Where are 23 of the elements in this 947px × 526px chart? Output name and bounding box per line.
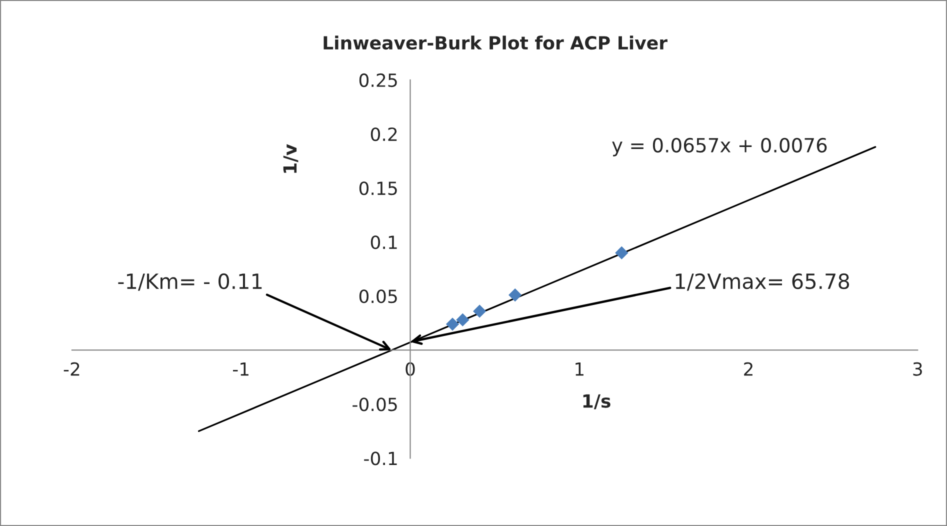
y-tick-label: -0.05: [352, 398, 397, 412]
annotation: y = 0.0657x + 0.0076: [612, 138, 827, 156]
y-tick-label: 0.05: [359, 290, 397, 304]
point: [508, 288, 522, 302]
chart-title: Linweaver-Burk Plot for ACP Liver: [324, 36, 668, 50]
annotation: 1/2Vmax= 65.78: [676, 273, 850, 291]
point: [456, 313, 470, 326]
x-tick-label: -2: [64, 362, 80, 376]
y-tick-label: 0.2: [370, 127, 397, 142]
point: [446, 318, 460, 331]
point: [473, 304, 486, 318]
annotation: -1/Km= - 0.11: [118, 273, 262, 291]
y-tick-label: 0.1: [370, 235, 397, 250]
y-tick-label: 0.25: [359, 73, 397, 88]
y-tick-label: 0.15: [359, 181, 397, 196]
y-axis-title: 1/v: [283, 144, 298, 173]
point: [615, 246, 628, 260]
x-tick-label: 3: [913, 362, 922, 376]
x-tick-label: 1: [576, 362, 584, 376]
x-tick-label: 2: [744, 362, 752, 376]
y-tick-label: -0.1: [364, 452, 397, 466]
x-tick-label: -1: [232, 362, 248, 376]
x-axis-title: 1/s: [583, 394, 610, 410]
